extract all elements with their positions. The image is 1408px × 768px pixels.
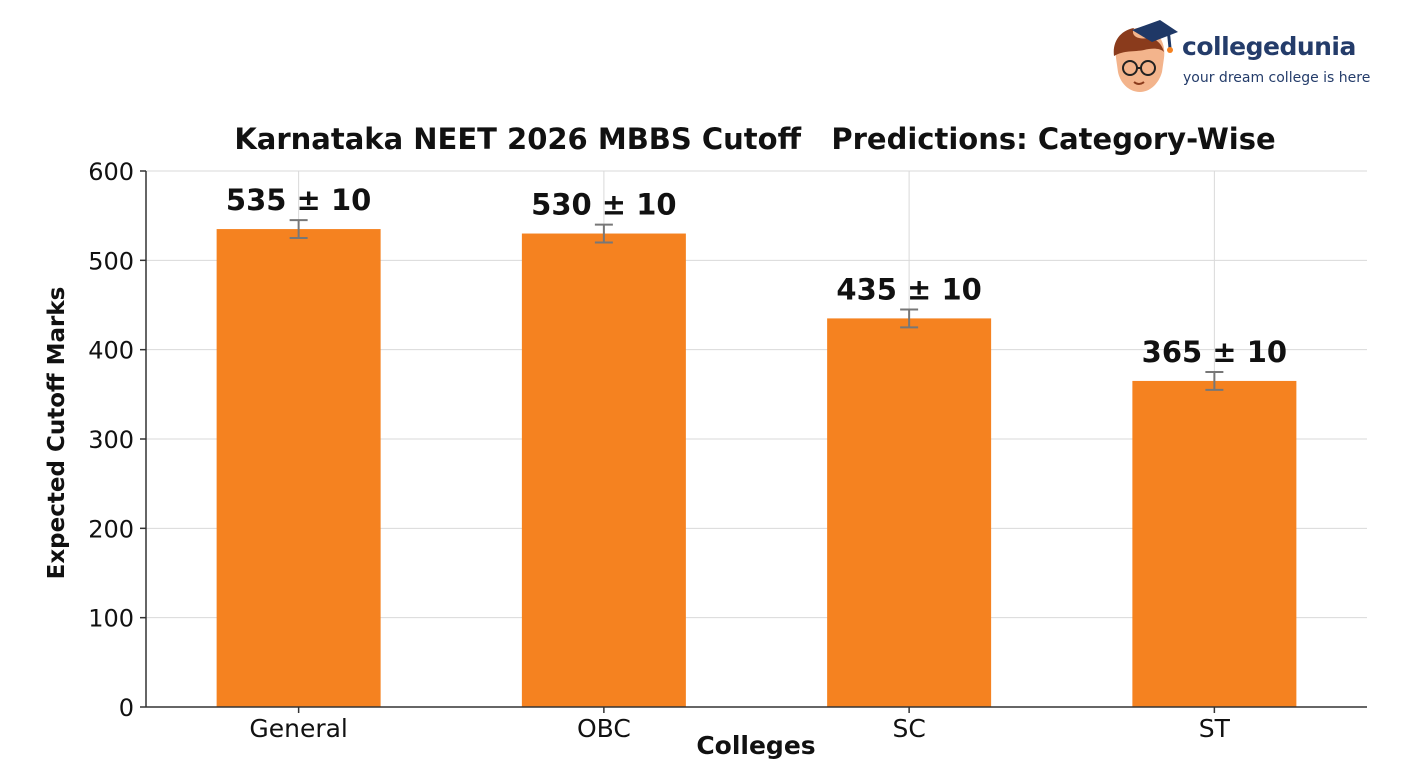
data-label: 535 ± 10 bbox=[226, 183, 371, 217]
chart-title: Karnataka NEET 2026 MBBS Cutoff Predicti… bbox=[234, 122, 1275, 156]
bar-obc bbox=[521, 233, 686, 708]
x-tick-label: General bbox=[249, 714, 348, 743]
brand-logo[interactable]: collegedunia your dream college is here bbox=[1108, 18, 1398, 98]
x-tick-label: SC bbox=[892, 714, 925, 743]
y-tick-label: 0 bbox=[119, 694, 134, 722]
bar-st bbox=[1132, 380, 1297, 707]
labels: 0 100 200 300 400 500 600 535 ± 10 General 530 ± … bbox=[88, 158, 1287, 743]
y-axis-label: Expected Cutoff Marks bbox=[44, 287, 70, 580]
data-label: 530 ± 10 bbox=[531, 188, 676, 222]
x-tick-label: OBC bbox=[577, 714, 631, 743]
x-tick-label: ST bbox=[1199, 714, 1231, 743]
y-tick-label: 100 bbox=[88, 605, 134, 633]
bars bbox=[216, 219, 1297, 708]
axes bbox=[140, 170, 1367, 713]
y-tick-label: 400 bbox=[88, 337, 134, 365]
data-label: 435 ± 10 bbox=[836, 272, 981, 306]
data-label: 365 ± 10 bbox=[1142, 335, 1287, 369]
bar-sc bbox=[827, 318, 992, 707]
y-tick-label: 500 bbox=[88, 247, 134, 275]
student-mascot-icon bbox=[1113, 20, 1178, 92]
y-tick-label: 200 bbox=[88, 515, 134, 543]
y-tick-label: 600 bbox=[88, 158, 134, 186]
y-tick-label: 300 bbox=[88, 426, 134, 454]
x-axis-label: Colleges bbox=[696, 731, 815, 760]
brand-tagline: your dream college is here bbox=[1183, 70, 1371, 86]
bar-general bbox=[216, 229, 381, 708]
brand-name: collegedunia bbox=[1182, 32, 1356, 61]
